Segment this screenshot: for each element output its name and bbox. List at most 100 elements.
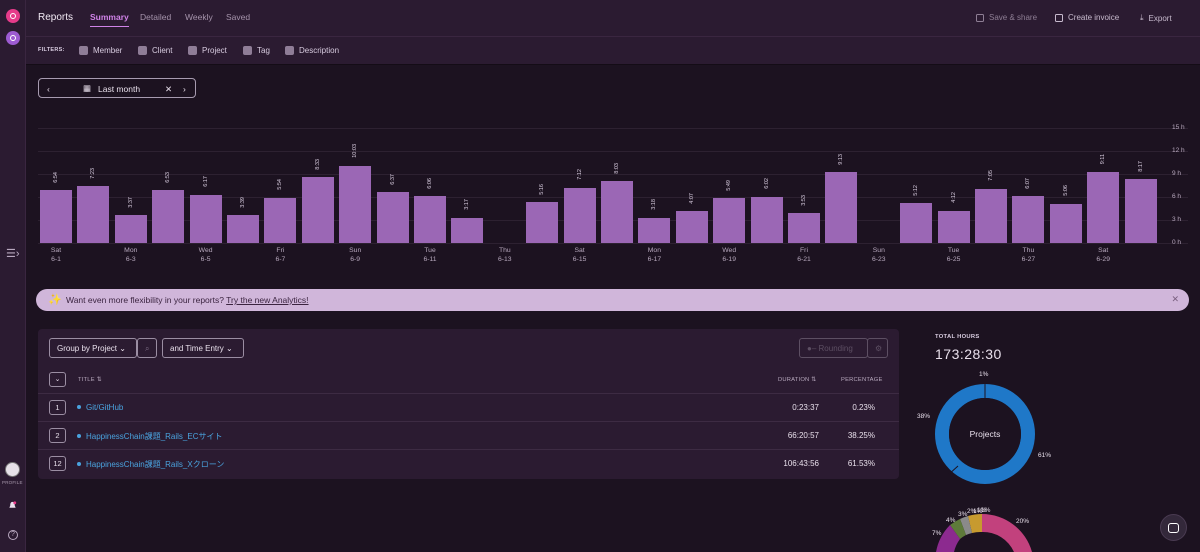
avatar[interactable] [5, 462, 20, 477]
chart-bar[interactable] [750, 196, 783, 243]
group-by-select[interactable]: Group by Project ⌄ [49, 338, 137, 358]
bar-value-label: 5:54 [277, 179, 284, 190]
bar-value-label: 4:07 [688, 192, 695, 204]
chart-bar[interactable] [937, 210, 970, 243]
secondary-donut [936, 514, 1032, 552]
x-tick-label: Wed 6-19 [709, 247, 749, 264]
x-tick-day: Mon [647, 247, 661, 254]
column-percentage[interactable]: PERCENTAGE [841, 377, 883, 383]
save-share-button[interactable]: Save & share [976, 13, 1037, 22]
filter-project[interactable]: Project [188, 46, 227, 55]
chat-button[interactable] [1160, 514, 1187, 541]
chart-bar[interactable] [301, 177, 334, 243]
chat-icon [1168, 522, 1179, 533]
row-percentage: 61.53% [847, 459, 875, 468]
tab-weekly[interactable]: Weekly [185, 12, 213, 22]
donut-segment[interactable] [960, 516, 972, 535]
chart-bar[interactable] [414, 196, 446, 243]
row-count[interactable]: 2 [49, 428, 66, 443]
chart-bar[interactable] [675, 211, 708, 243]
rounding-toggle[interactable]: ●– Rounding [799, 338, 868, 358]
app-logo-icon[interactable] [6, 9, 20, 23]
x-tick-day: Thu [498, 247, 511, 254]
column-title[interactable]: TITLE ⇅ [78, 377, 102, 383]
chart-bar[interactable] [451, 217, 484, 243]
chart-bar[interactable] [1087, 172, 1120, 243]
chart-bar[interactable] [264, 197, 297, 243]
timer-icon[interactable] [6, 31, 20, 45]
filter-tag[interactable]: Tag [243, 46, 270, 55]
bar-value-label: 5:16 [539, 184, 546, 195]
x-tick-day: Sat [574, 247, 585, 254]
slice-label: 38% [917, 413, 931, 420]
chart-bar[interactable] [339, 165, 372, 243]
filter-member[interactable]: Member [79, 46, 122, 55]
slice-label: 1% [973, 508, 983, 515]
chart-bar[interactable] [114, 215, 147, 243]
chart-bar[interactable] [788, 213, 820, 243]
filter-description[interactable]: Description [285, 46, 339, 55]
date-range-picker[interactable]: ‹ ▦ Last month ✕ › [38, 78, 196, 98]
donut-segment[interactable] [968, 514, 982, 533]
x-tick-label: Sat 6-29 [1083, 247, 1123, 264]
chart-bar[interactable] [638, 217, 671, 243]
tab-summary[interactable]: Summary [90, 12, 129, 27]
row-count[interactable]: 12 [49, 456, 66, 471]
create-invoice-button[interactable]: Create invoice [1055, 13, 1119, 22]
x-tick-date: 6-15 [572, 255, 587, 263]
filter-client[interactable]: Client [138, 46, 172, 55]
x-tick-label: Mon 6-3 [111, 247, 151, 264]
chart-bar[interactable] [975, 188, 1007, 243]
chart-bar[interactable] [825, 172, 858, 243]
project-name[interactable]: HappinessChain課題_Rails_Xクローン [77, 459, 224, 470]
chart-bar[interactable] [152, 190, 185, 243]
expand-all-button[interactable]: ⌄ [49, 372, 66, 387]
sub-group-select[interactable]: and Time Entry ⌄ [162, 338, 244, 358]
clear-date-button[interactable]: ✕ [165, 84, 173, 94]
donut-segment[interactable] [936, 525, 960, 552]
chart-bar[interactable] [189, 194, 222, 243]
table-row[interactable]: 1 Git/GitHub 0:23:37 0.23% [38, 394, 899, 422]
row-count[interactable]: 1 [49, 400, 66, 415]
chart-bar[interactable] [376, 192, 409, 243]
help-icon[interactable]: ? [8, 530, 18, 540]
tab-saved[interactable]: Saved [226, 12, 251, 22]
chart-bar[interactable] [713, 198, 746, 243]
x-tick-date: 6-27 [1021, 255, 1036, 263]
y-tick-label: 15 h [1172, 123, 1185, 131]
expand-sidebar-icon[interactable]: ☰› [6, 248, 20, 260]
close-icon[interactable]: ✕ [1171, 294, 1179, 304]
gridline [38, 173, 1188, 175]
project-name[interactable]: Git/GitHub [77, 403, 123, 412]
chart-bar[interactable] [900, 203, 933, 243]
chart-bar[interactable] [1012, 195, 1045, 243]
table-row[interactable]: 2 HappinessChain課題_Rails_ECサイト 66:20:57 … [38, 422, 899, 450]
group-search-button[interactable]: ⌕ [137, 338, 157, 358]
column-duration[interactable]: DURATION ⇅ [778, 377, 817, 383]
slice-label: 3% [958, 511, 968, 518]
bell-icon[interactable] [8, 501, 17, 510]
total-hours-label: TOTAL HOURS [935, 334, 980, 340]
bar-value-label: 3:18 [651, 199, 658, 210]
rounding-settings-icon[interactable]: ⚙ [867, 338, 888, 358]
prev-period-button[interactable]: ‹ [47, 84, 50, 94]
chart-bar[interactable] [1124, 179, 1157, 243]
chart-bar[interactable] [227, 214, 259, 243]
tab-detailed[interactable]: Detailed [140, 12, 172, 22]
chart-bar[interactable] [563, 187, 596, 243]
x-tick-date: 6-23 [871, 255, 886, 263]
donut-segment[interactable] [982, 514, 1032, 552]
table-row[interactable]: 12 HappinessChain課題_Rails_Xクローン 106:43:5… [38, 450, 899, 478]
chart-bar[interactable] [1049, 203, 1082, 243]
banner-link[interactable]: Try the new Analytics! [226, 295, 309, 305]
project-name[interactable]: HappinessChain課題_Rails_ECサイト [77, 431, 223, 442]
export-button[interactable]: ⤓ Export [1140, 13, 1172, 23]
x-tick-label: Fri 6-7 [260, 247, 300, 264]
donut-segment[interactable] [950, 519, 966, 539]
chart-bar[interactable] [601, 181, 633, 243]
download-icon: ⤓ [1140, 13, 1144, 22]
chart-bar[interactable] [77, 186, 110, 243]
chart-bar[interactable] [526, 202, 559, 243]
chart-bar[interactable] [40, 189, 72, 243]
next-period-button[interactable]: › [183, 84, 186, 94]
